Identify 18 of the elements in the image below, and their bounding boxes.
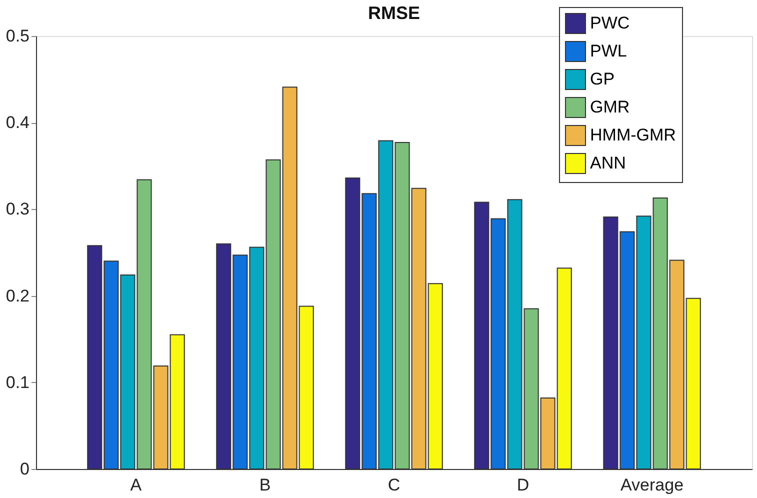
y-tick-label: 0.3	[6, 200, 30, 219]
x-tick-label: Average	[620, 476, 684, 494]
y-tick-label: 0	[20, 460, 30, 478]
legend-label: GMR	[590, 98, 630, 116]
y-tick-label: 0.5	[6, 26, 30, 46]
chart-title: RMSE	[368, 3, 420, 23]
x-tick-label: A	[130, 476, 142, 494]
legend-label: GP	[590, 70, 615, 88]
legend-label: PWL	[590, 42, 627, 60]
y-tick-label: 0.2	[6, 286, 30, 306]
y-tick-label: 0.1	[6, 372, 30, 392]
x-tick-label: C	[388, 476, 400, 494]
legend-label: ANN	[590, 154, 626, 172]
legend-label: PWC	[590, 14, 630, 32]
x-tick-label: B	[259, 476, 271, 494]
x-tick-label: D	[516, 476, 530, 494]
legend-label: HMM-GMR	[590, 126, 676, 144]
y-tick-label: 0.4	[6, 113, 30, 132]
